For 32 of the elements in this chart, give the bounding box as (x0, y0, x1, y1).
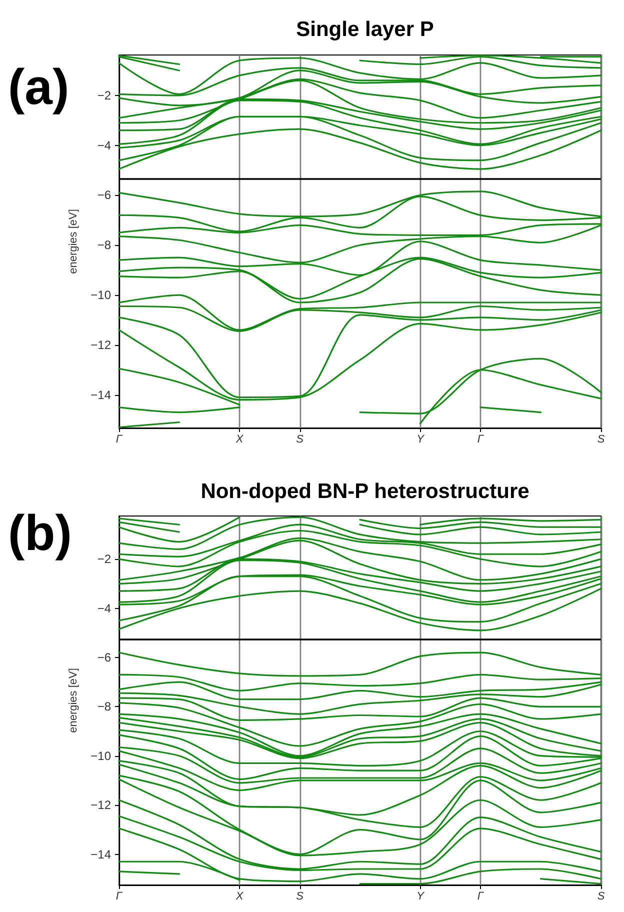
x-tick-label: Γ (116, 890, 123, 902)
y-axis-title: energies [eV] (68, 668, 80, 733)
y-tick-label: −6 (97, 188, 112, 202)
x-tick-label: S (597, 890, 606, 902)
y-tick-label: −8 (97, 238, 112, 252)
y-tick-label: −12 (90, 798, 112, 812)
text: (b) (8, 505, 72, 561)
y-tick-label: −4 (97, 601, 112, 616)
x-tick-label: Γ (477, 890, 484, 902)
y-tick-label: −14 (90, 388, 112, 402)
x-tick-label: Γ (477, 434, 484, 446)
x-tick-label: S (597, 434, 606, 446)
text: (a) (8, 59, 70, 115)
y-tick-label: −14 (90, 847, 112, 862)
y-axis-title: energies [eV] (68, 209, 80, 274)
y-tick-label: −8 (97, 700, 112, 714)
x-tick-label: S (296, 890, 304, 902)
x-tick-label: S (296, 434, 304, 446)
chart-title: Single layer P (296, 18, 434, 41)
y-tick-label: −6 (97, 650, 112, 664)
x-tick-label: X (234, 434, 244, 446)
x-tick-label: Y (416, 890, 425, 902)
y-tick-label: −4 (97, 138, 112, 152)
x-tick-label: X (234, 890, 244, 902)
y-tick-label: −10 (90, 288, 112, 302)
y-tick-label: −10 (90, 748, 112, 763)
y-tick-label: −12 (90, 338, 112, 352)
x-tick-label: Y (416, 434, 425, 446)
x-tick-label: Γ (116, 434, 123, 446)
chart-title: Non-doped BN-P heterostructure (200, 480, 530, 503)
y-tick-label: −2 (97, 88, 112, 102)
y-tick-label: −2 (97, 552, 112, 566)
